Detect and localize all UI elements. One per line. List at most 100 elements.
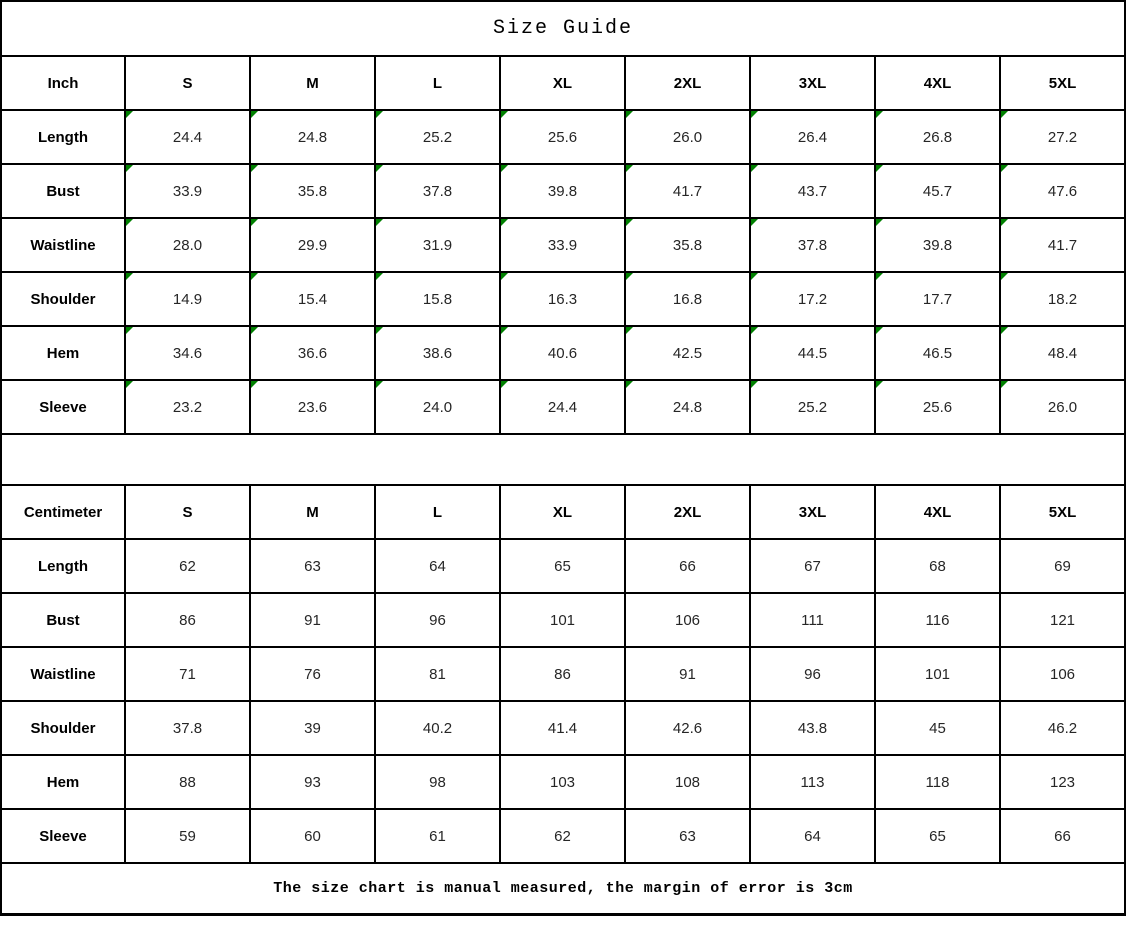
- value-cell: 39.8: [499, 163, 626, 219]
- value-text: 96: [429, 611, 446, 629]
- value-cell: 116: [874, 592, 1001, 648]
- value-text: 18.2: [1047, 290, 1078, 308]
- value-cell: 15.8: [374, 271, 501, 327]
- value-cell: 96: [749, 646, 876, 702]
- footer-row: The size chart is manual measured, the m…: [0, 862, 1126, 916]
- cell-corner-marker-icon: [752, 112, 758, 118]
- value-text: 116: [925, 611, 950, 629]
- cell-corner-marker-icon: [252, 112, 258, 118]
- cell-corner-marker-icon: [627, 274, 633, 280]
- value-cell: 61: [374, 808, 501, 864]
- value-text: 31.9: [422, 236, 453, 254]
- cell-corner-marker-icon: [1002, 274, 1008, 280]
- value-text: 65: [554, 557, 571, 575]
- cell-corner-marker-icon: [127, 112, 133, 118]
- cell-corner-marker-icon: [502, 274, 508, 280]
- cell-corner-marker-icon: [377, 112, 383, 118]
- cell-corner-marker-icon: [127, 220, 133, 226]
- value-text: 36.6: [297, 344, 328, 362]
- cell-corner-marker-icon: [1002, 382, 1008, 388]
- size-guide-table: Size Guide Inch S M L XL 2XL 3XL 4XL 5XL Length 24.…: [0, 0, 1126, 916]
- measurement-row: Sleeve 59 60 61 62 63 64 65 66: [0, 808, 1126, 864]
- cell-corner-marker-icon: [1002, 220, 1008, 226]
- value-cell: 123: [999, 754, 1126, 810]
- value-cell: 23.6: [249, 379, 376, 435]
- value-cell: 15.4: [249, 271, 376, 327]
- value-cell: 42.5: [624, 325, 751, 381]
- value-cell: 101: [874, 646, 1001, 702]
- size-header-cell: 2XL: [624, 55, 751, 111]
- cell-corner-marker-icon: [377, 220, 383, 226]
- value-text: 41.7: [1047, 236, 1078, 254]
- value-text: 26.0: [1047, 398, 1078, 416]
- value-cell: 26.0: [624, 109, 751, 165]
- row-label-cell: Waistline: [0, 217, 126, 273]
- value-text: 63: [679, 827, 696, 845]
- row-label-cell: Shoulder: [0, 700, 126, 756]
- value-text: 106: [674, 611, 701, 629]
- value-cell: 24.0: [374, 379, 501, 435]
- cell-corner-marker-icon: [252, 274, 258, 280]
- value-text: 101: [549, 611, 576, 629]
- page-title: Size Guide: [0, 0, 1126, 57]
- value-cell: 40.2: [374, 700, 501, 756]
- value-cell: 113: [749, 754, 876, 810]
- value-text: 24.4: [172, 128, 203, 146]
- cell-corner-marker-icon: [752, 166, 758, 172]
- value-text: 38.6: [422, 344, 453, 362]
- title-row: Size Guide: [0, 0, 1126, 57]
- value-cell: 63: [249, 538, 376, 594]
- value-text: 96: [804, 665, 821, 683]
- value-cell: 27.2: [999, 109, 1126, 165]
- size-header-cell: 4XL: [874, 55, 1001, 111]
- value-text: 66: [679, 557, 696, 575]
- value-text: 23.2: [172, 398, 203, 416]
- value-text: 76: [304, 665, 321, 683]
- cell-corner-marker-icon: [377, 166, 383, 172]
- value-cell: 106: [624, 592, 751, 648]
- value-text: 24.8: [672, 398, 703, 416]
- value-cell: 106: [999, 646, 1126, 702]
- value-cell: 39: [249, 700, 376, 756]
- value-text: 91: [304, 611, 321, 629]
- value-cell: 24.8: [249, 109, 376, 165]
- size-header-cell: 4XL: [874, 484, 1001, 540]
- value-cell: 37.8: [374, 163, 501, 219]
- size-header-cell: 3XL: [749, 484, 876, 540]
- value-text: 68: [929, 557, 946, 575]
- value-cell: 60: [249, 808, 376, 864]
- value-text: 62: [554, 827, 571, 845]
- measurement-row: Waistline 71 76 81 86 91 96 101 106: [0, 646, 1126, 702]
- cell-corner-marker-icon: [502, 382, 508, 388]
- value-cell: 40.6: [499, 325, 626, 381]
- value-cell: 86: [124, 592, 251, 648]
- value-cell: 44.5: [749, 325, 876, 381]
- size-header-cell: S: [124, 484, 251, 540]
- value-cell: 45: [874, 700, 1001, 756]
- value-cell: 24.4: [124, 109, 251, 165]
- value-cell: 68: [874, 538, 1001, 594]
- cell-corner-marker-icon: [377, 274, 383, 280]
- value-cell: 45.7: [874, 163, 1001, 219]
- value-cell: 88: [124, 754, 251, 810]
- value-text: 86: [554, 665, 571, 683]
- value-cell: 71: [124, 646, 251, 702]
- size-header-cell: M: [249, 55, 376, 111]
- value-cell: 34.6: [124, 325, 251, 381]
- value-cell: 24.8: [624, 379, 751, 435]
- row-label-cell: Sleeve: [0, 379, 126, 435]
- value-cell: 96: [374, 592, 501, 648]
- row-label-cell: Sleeve: [0, 808, 126, 864]
- value-cell: 69: [999, 538, 1126, 594]
- value-text: 45.7: [922, 182, 953, 200]
- value-cell: 33.9: [124, 163, 251, 219]
- value-cell: 39.8: [874, 217, 1001, 273]
- cell-corner-marker-icon: [1002, 112, 1008, 118]
- value-text: 35.8: [672, 236, 703, 254]
- value-text: 46.5: [922, 344, 953, 362]
- value-cell: 42.6: [624, 700, 751, 756]
- row-label-cell: Length: [0, 538, 126, 594]
- cell-corner-marker-icon: [252, 166, 258, 172]
- size-header-cell: M: [249, 484, 376, 540]
- value-text: 93: [304, 773, 321, 791]
